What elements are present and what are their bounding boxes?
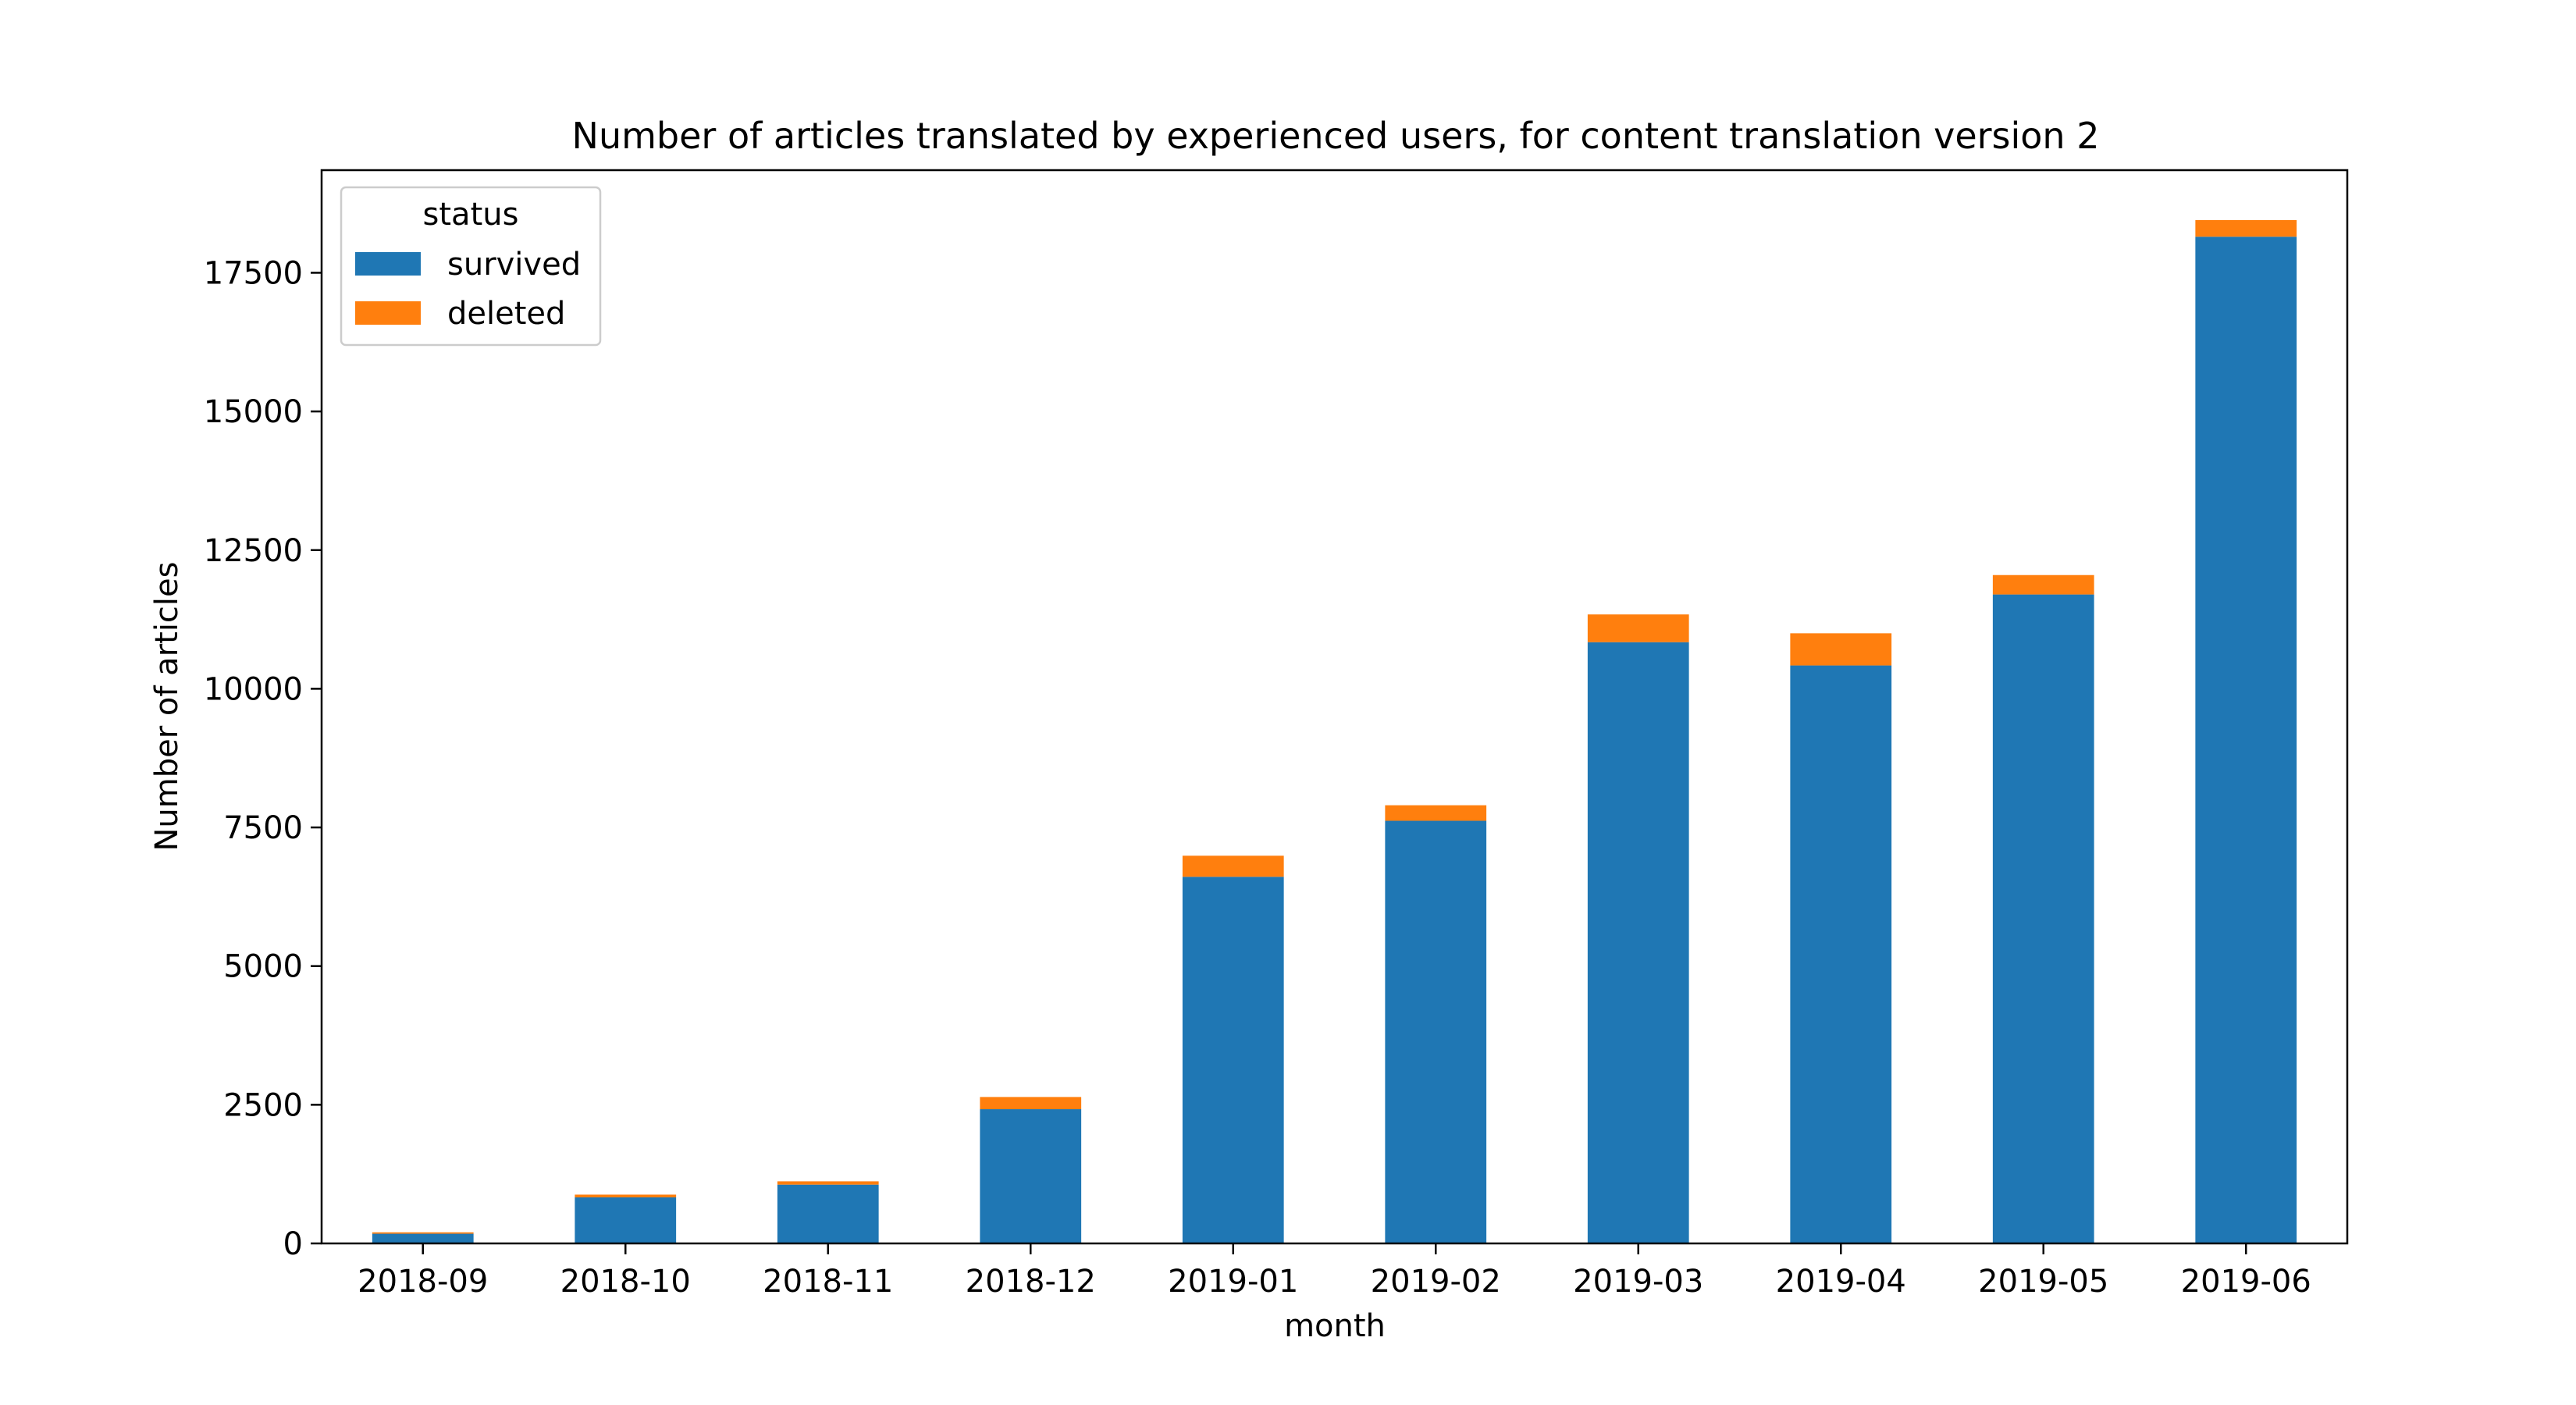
legend-title: status	[423, 197, 519, 233]
y-axis-label: Number of articles	[149, 562, 185, 852]
bar-deleted-2019-01	[1182, 855, 1284, 877]
bars-group	[372, 219, 2297, 1243]
x-tick-label: 2019-01	[1168, 1264, 1298, 1300]
x-tick-label: 2018-11	[763, 1264, 893, 1300]
x-tick-label: 2019-04	[1776, 1264, 1906, 1300]
bar-survived-2019-04	[1790, 665, 1892, 1243]
x-tick-label: 2019-02	[1371, 1264, 1501, 1300]
y-tick-label: 12500	[204, 533, 303, 569]
bar-survived-2019-05	[1992, 594, 2094, 1243]
x-axis-label: month	[1284, 1308, 1386, 1344]
y-tick-label: 2500	[223, 1087, 303, 1123]
x-axis-ticks: 2018-09 2018-10 2018-11 2018-12 2019-01 2019-…	[358, 1243, 2311, 1300]
y-tick-label: 5000	[223, 949, 303, 985]
x-tick-label: 2018-09	[358, 1264, 488, 1300]
bar-survived-2019-01	[1182, 877, 1284, 1243]
x-tick-label: 2018-12	[966, 1264, 1096, 1300]
x-tick-label: 2019-05	[1978, 1264, 2108, 1300]
y-tick-label: 17500	[204, 255, 303, 291]
y-tick-label: 10000	[204, 671, 303, 707]
y-tick-label: 0	[283, 1226, 303, 1262]
y-tick-label: 15000	[204, 394, 303, 430]
chart-title: Number of articles translated by experie…	[572, 115, 2100, 157]
bar-deleted-2019-03	[1587, 614, 1689, 642]
y-tick-label: 7500	[223, 810, 303, 846]
bar-survived-2019-02	[1385, 820, 1487, 1243]
bar-survived-2018-11	[777, 1184, 879, 1243]
legend-label-survived: survived	[447, 247, 581, 283]
legend-swatch-deleted	[355, 301, 421, 325]
legend-swatch-survived	[355, 252, 421, 276]
bar-deleted-2019-04	[1790, 633, 1892, 666]
y-axis-ticks: 0 2500 5000 7500 10000 12500 15000 17500	[204, 255, 322, 1262]
bar-deleted-2019-02	[1385, 805, 1487, 821]
bar-deleted-2018-10	[575, 1194, 677, 1198]
plot-frame	[320, 169, 2349, 1245]
bar-deleted-2018-11	[777, 1181, 879, 1185]
legend-label-deleted: deleted	[447, 296, 565, 332]
bar-survived-2018-12	[980, 1109, 1082, 1243]
bar-deleted-2019-06	[2195, 219, 2297, 237]
bar-survived-2018-10	[575, 1197, 677, 1243]
x-tick-label: 2019-03	[1573, 1264, 1703, 1300]
bar-survived-2019-03	[1587, 642, 1689, 1243]
x-tick-label: 2018-10	[560, 1264, 691, 1300]
bar-deleted-2018-09	[372, 1232, 474, 1234]
bar-survived-2018-09	[372, 1233, 474, 1243]
bar-deleted-2019-05	[1992, 574, 2094, 595]
x-tick-label: 2019-06	[2181, 1264, 2311, 1300]
bar-deleted-2018-12	[980, 1097, 1082, 1110]
legend: status survived deleted	[340, 186, 602, 347]
bar-survived-2019-06	[2195, 237, 2297, 1243]
